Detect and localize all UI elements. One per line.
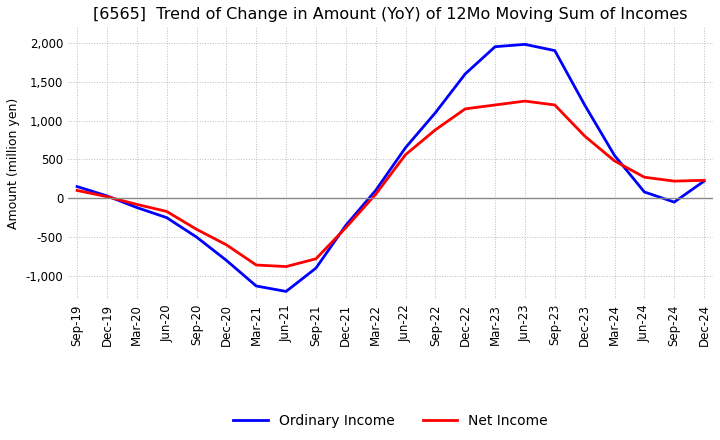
Line: Ordinary Income: Ordinary Income xyxy=(77,44,704,291)
Ordinary Income xyxy=(521,42,529,47)
Net Income xyxy=(222,242,230,247)
Ordinary Income xyxy=(73,184,81,189)
Net Income xyxy=(611,158,619,164)
Net Income xyxy=(192,227,201,232)
Net Income xyxy=(73,188,81,193)
Title: [6565]  Trend of Change in Amount (YoY) of 12Mo Moving Sum of Incomes: [6565] Trend of Change in Amount (YoY) o… xyxy=(94,7,688,22)
Ordinary Income xyxy=(611,153,619,158)
Net Income xyxy=(700,178,708,183)
Ordinary Income xyxy=(551,48,559,53)
Net Income xyxy=(132,202,141,207)
Net Income xyxy=(491,103,500,108)
Ordinary Income xyxy=(491,44,500,49)
Net Income xyxy=(640,175,649,180)
Ordinary Income xyxy=(640,189,649,194)
Net Income xyxy=(162,209,171,214)
Legend: Ordinary Income, Net Income: Ordinary Income, Net Income xyxy=(228,409,554,434)
Ordinary Income xyxy=(103,193,112,198)
Ordinary Income xyxy=(431,110,440,115)
Line: Net Income: Net Income xyxy=(77,101,704,267)
Net Income xyxy=(312,256,320,261)
Ordinary Income xyxy=(132,205,141,210)
Ordinary Income xyxy=(700,179,708,184)
Ordinary Income xyxy=(670,199,678,205)
Y-axis label: Amount (million yen): Amount (million yen) xyxy=(7,98,20,229)
Net Income xyxy=(401,152,410,158)
Net Income xyxy=(282,264,290,269)
Net Income xyxy=(431,127,440,132)
Ordinary Income xyxy=(580,103,589,108)
Ordinary Income xyxy=(282,289,290,294)
Net Income xyxy=(580,133,589,139)
Ordinary Income xyxy=(372,188,380,193)
Ordinary Income xyxy=(222,258,230,263)
Net Income xyxy=(521,99,529,104)
Net Income xyxy=(252,262,261,268)
Ordinary Income xyxy=(162,215,171,220)
Net Income xyxy=(341,225,350,231)
Ordinary Income xyxy=(461,71,469,77)
Ordinary Income xyxy=(312,265,320,271)
Ordinary Income xyxy=(252,283,261,289)
Net Income xyxy=(551,103,559,108)
Net Income xyxy=(670,179,678,184)
Ordinary Income xyxy=(192,235,201,240)
Net Income xyxy=(372,192,380,197)
Net Income xyxy=(461,106,469,111)
Ordinary Income xyxy=(341,223,350,228)
Net Income xyxy=(103,194,112,199)
Ordinary Income xyxy=(401,145,410,150)
